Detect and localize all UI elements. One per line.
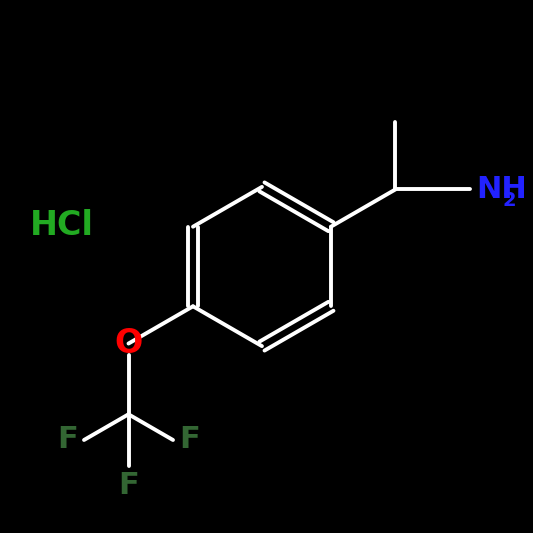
Text: F: F — [57, 425, 78, 455]
Text: F: F — [118, 471, 139, 500]
Text: HCl: HCl — [30, 209, 94, 242]
Text: 2: 2 — [503, 191, 516, 210]
Text: O: O — [115, 327, 143, 360]
Text: NH: NH — [476, 175, 527, 204]
Text: F: F — [179, 425, 200, 455]
